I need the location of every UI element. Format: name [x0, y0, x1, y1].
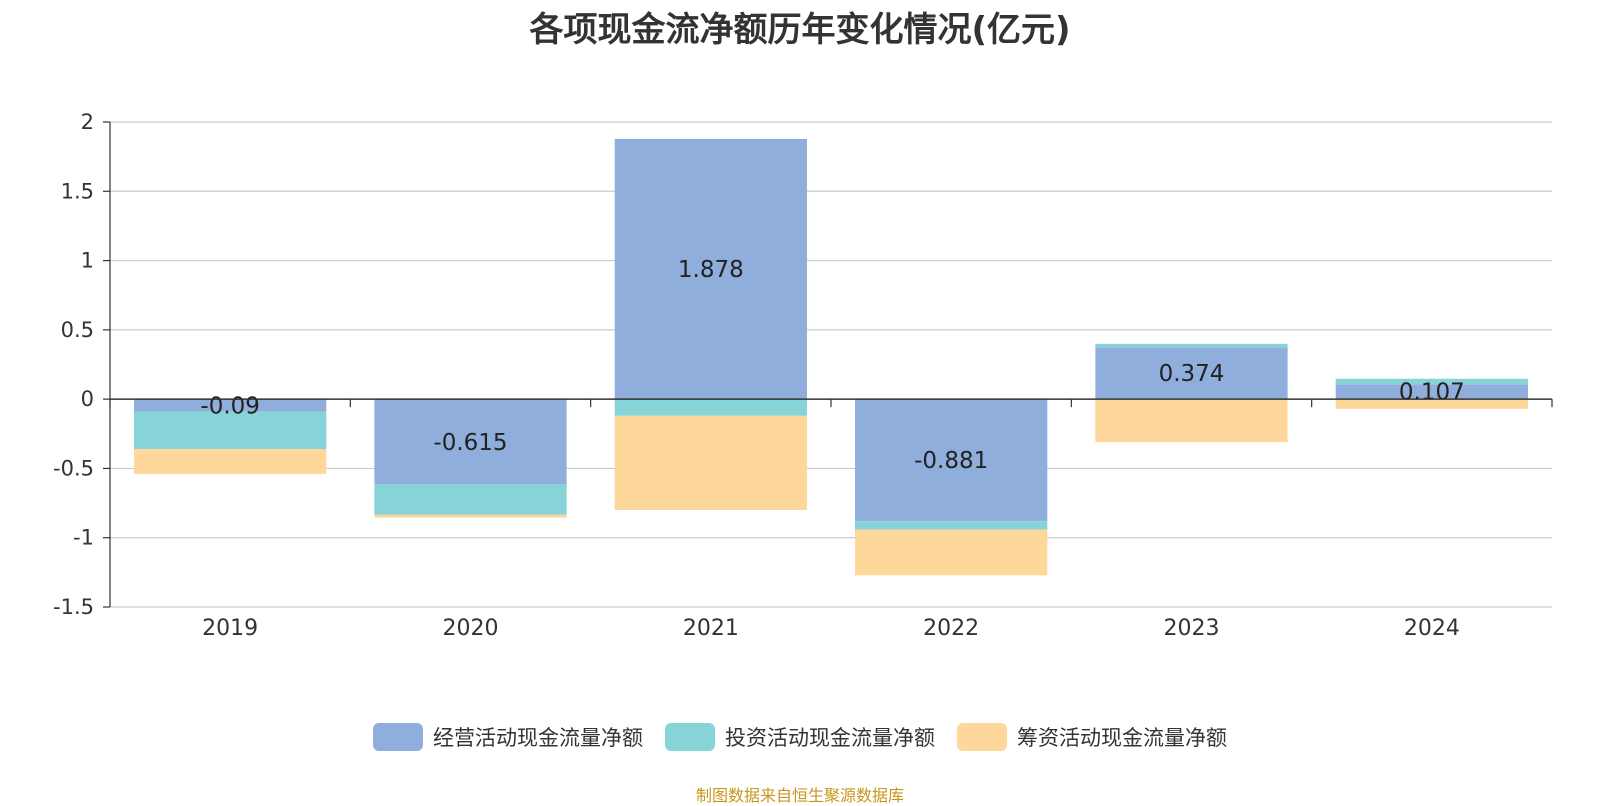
- y-tick-label: 0: [81, 387, 94, 411]
- bar-segment-2023-series-1: [1095, 343, 1288, 348]
- legend-item-investing[interactable]: 投资活动现金流量净额: [665, 722, 935, 752]
- bar-segment-2021-series-2: [614, 415, 807, 510]
- y-tick-label: -1.5: [53, 595, 94, 619]
- bar-segment-2023-series-0: [1095, 347, 1288, 400]
- data-label-2023: 0.374: [1159, 361, 1225, 387]
- data-source-note: 制图数据来自恒生聚源数据库: [695, 786, 904, 805]
- x-tick-label-2019: 2019: [202, 616, 258, 641]
- chart-title: 各项现金流净额历年变化情况(亿元): [529, 10, 1071, 50]
- bar-segment-2021-series-1: [614, 399, 807, 416]
- x-tick-label-2023: 2023: [1164, 616, 1220, 641]
- bar-segment-2020-series-2: [374, 514, 567, 518]
- y-tick-label: -1: [73, 526, 94, 550]
- x-tick-label-2022: 2022: [923, 616, 979, 641]
- legend-label-financing: 筹资活动现金流量净额: [1017, 726, 1227, 750]
- x-tick-label-2024: 2024: [1404, 616, 1460, 641]
- bar-segment-2020-series-0: [374, 399, 567, 485]
- bar-segment-2022-series-2: [855, 529, 1048, 576]
- legend: 经营活动现金流量净额 投资活动现金流量净额 筹资活动现金流量净额: [0, 722, 1600, 752]
- data-label-2024: 0.107: [1399, 380, 1465, 406]
- data-label-2020: -0.615: [433, 430, 507, 456]
- legend-swatch-financing: [957, 723, 1007, 751]
- data-label-2019: -0.09: [200, 393, 260, 419]
- y-tick-label: 2: [81, 110, 94, 134]
- legend-label-investing: 投资活动现金流量净额: [725, 726, 935, 750]
- legend-swatch-operating: [373, 723, 423, 751]
- bar-segment-2019-series-2: [134, 449, 327, 474]
- legend-swatch-investing: [665, 723, 715, 751]
- bar-segment-2020-series-1: [374, 484, 567, 515]
- y-tick-label: 1: [81, 249, 94, 273]
- bar-segment-2023-series-2: [1095, 399, 1288, 443]
- legend-item-financing[interactable]: 筹资活动现金流量净额: [957, 722, 1227, 752]
- bar-segment-2021-series-0: [614, 138, 807, 400]
- data-label-2022: -0.881: [914, 448, 988, 474]
- y-tick-label: 1.5: [61, 179, 94, 203]
- bar-segment-2024-series-2: [1335, 399, 1528, 409]
- bar-segment-2022-series-1: [855, 521, 1048, 530]
- x-tick-label-2020: 2020: [443, 616, 499, 641]
- bar-segment-2024-series-0: [1335, 384, 1528, 400]
- bar-segment-2022-series-0: [855, 399, 1048, 522]
- bar-segment-2024-series-1: [1335, 378, 1528, 385]
- bar-segment-2019-series-1: [134, 411, 327, 450]
- y-tick-label: -0.5: [53, 456, 94, 480]
- legend-label-operating: 经营活动现金流量净额: [433, 726, 643, 750]
- y-tick-label: 0.5: [61, 318, 94, 342]
- bar-segment-2019-series-0: [134, 399, 327, 412]
- legend-item-operating[interactable]: 经营活动现金流量净额: [373, 722, 643, 752]
- data-label-2021: 1.878: [678, 257, 744, 283]
- x-tick-label-2021: 2021: [683, 616, 739, 641]
